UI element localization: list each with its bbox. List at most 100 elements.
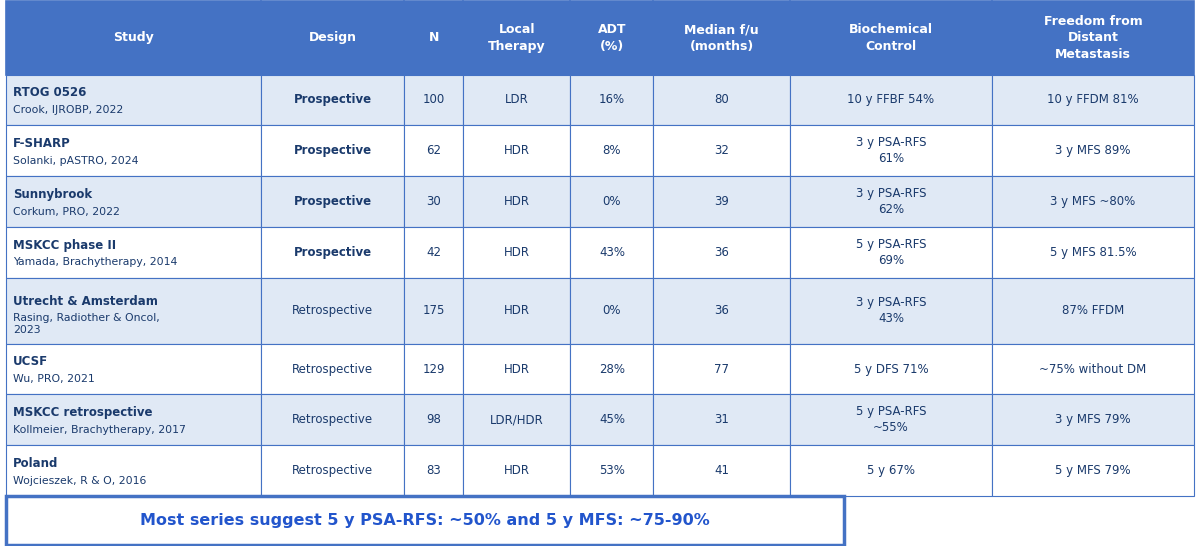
Text: HDR: HDR — [504, 464, 530, 477]
Text: HDR: HDR — [504, 246, 530, 259]
Text: 83: 83 — [426, 464, 442, 477]
Text: 36: 36 — [714, 304, 730, 317]
Bar — [463, 394, 570, 445]
Bar — [463, 125, 570, 176]
Text: Wojcieszek, R & O, 2016: Wojcieszek, R & O, 2016 — [13, 476, 146, 486]
Bar — [992, 176, 1194, 227]
Text: 36: 36 — [714, 246, 730, 259]
Text: 0%: 0% — [602, 304, 622, 317]
Bar — [404, 176, 463, 227]
Text: Wu, PRO, 2021: Wu, PRO, 2021 — [13, 374, 95, 384]
Bar — [463, 1, 570, 74]
Bar — [992, 227, 1194, 277]
Text: 62: 62 — [426, 144, 442, 157]
Text: MSKCC retrospective: MSKCC retrospective — [13, 406, 152, 419]
Bar — [404, 277, 463, 343]
Text: N: N — [428, 31, 439, 44]
Text: Sunnybrook: Sunnybrook — [13, 188, 92, 201]
Text: Median f/u
(months): Median f/u (months) — [684, 23, 760, 52]
Bar — [262, 176, 404, 227]
Text: Kollmeier, Brachytherapy, 2017: Kollmeier, Brachytherapy, 2017 — [13, 425, 186, 435]
Text: 41: 41 — [714, 464, 730, 477]
Bar — [463, 227, 570, 277]
Bar — [654, 445, 790, 496]
Bar — [992, 277, 1194, 343]
Text: 3 y MFS 89%: 3 y MFS 89% — [1055, 144, 1130, 157]
Text: Retrospective: Retrospective — [292, 304, 373, 317]
Bar — [654, 74, 790, 125]
Bar — [463, 74, 570, 125]
Text: 43%: 43% — [599, 246, 625, 259]
Bar — [6, 1, 262, 74]
Text: 10 y FFDM 81%: 10 y FFDM 81% — [1048, 93, 1139, 106]
Text: LDR/HDR: LDR/HDR — [490, 413, 544, 426]
Bar — [570, 74, 654, 125]
Bar — [262, 277, 404, 343]
Bar — [790, 125, 992, 176]
Bar — [654, 394, 790, 445]
Text: 32: 32 — [714, 144, 730, 157]
Text: Prospective: Prospective — [294, 195, 372, 208]
Bar — [790, 445, 992, 496]
Text: ~75% without DM: ~75% without DM — [1039, 363, 1147, 376]
Text: 28%: 28% — [599, 363, 625, 376]
Text: Retrospective: Retrospective — [292, 413, 373, 426]
Bar — [404, 445, 463, 496]
Bar — [262, 394, 404, 445]
Bar — [6, 227, 262, 277]
Text: 45%: 45% — [599, 413, 625, 426]
Text: Prospective: Prospective — [294, 144, 372, 157]
Text: ADT
(%): ADT (%) — [598, 23, 626, 52]
Text: F-SHARP: F-SHARP — [13, 137, 71, 150]
Text: 5 y 67%: 5 y 67% — [868, 464, 916, 477]
Text: 3 y PSA-RFS
43%: 3 y PSA-RFS 43% — [856, 296, 926, 325]
Bar — [992, 343, 1194, 394]
Bar — [404, 74, 463, 125]
Text: 0%: 0% — [602, 195, 622, 208]
Bar — [6, 445, 262, 496]
Bar — [790, 394, 992, 445]
Text: LDR: LDR — [505, 93, 529, 106]
Bar — [404, 1, 463, 74]
Text: Retrospective: Retrospective — [292, 464, 373, 477]
Bar — [463, 343, 570, 394]
Bar — [992, 445, 1194, 496]
Text: 53%: 53% — [599, 464, 625, 477]
Bar — [790, 343, 992, 394]
Bar — [570, 125, 654, 176]
Text: HDR: HDR — [504, 304, 530, 317]
Text: Prospective: Prospective — [294, 93, 372, 106]
Bar — [790, 1, 992, 74]
Text: 31: 31 — [714, 413, 730, 426]
Bar — [6, 74, 262, 125]
Text: HDR: HDR — [504, 144, 530, 157]
Text: Solanki, pASTRO, 2024: Solanki, pASTRO, 2024 — [13, 156, 139, 166]
Text: Study: Study — [113, 31, 154, 44]
Text: MSKCC phase II: MSKCC phase II — [13, 239, 116, 252]
Text: 10 y FFBF 54%: 10 y FFBF 54% — [847, 93, 935, 106]
Bar — [262, 125, 404, 176]
Text: RTOG 0526: RTOG 0526 — [13, 86, 86, 99]
Bar — [404, 394, 463, 445]
Text: HDR: HDR — [504, 195, 530, 208]
Bar — [992, 1, 1194, 74]
Text: 5 y DFS 71%: 5 y DFS 71% — [853, 363, 929, 376]
Bar — [262, 74, 404, 125]
Text: 5 y MFS 81.5%: 5 y MFS 81.5% — [1050, 246, 1136, 259]
Bar — [992, 394, 1194, 445]
Text: 98: 98 — [426, 413, 442, 426]
Bar — [790, 74, 992, 125]
Bar — [463, 176, 570, 227]
Text: 87% FFDM: 87% FFDM — [1062, 304, 1124, 317]
Text: Local
Therapy: Local Therapy — [488, 23, 546, 52]
Bar — [570, 176, 654, 227]
Text: 5 y PSA-RFS
69%: 5 y PSA-RFS 69% — [856, 238, 926, 267]
Bar — [570, 1, 654, 74]
Text: 8%: 8% — [602, 144, 622, 157]
Bar — [463, 277, 570, 343]
Bar — [654, 1, 790, 74]
Text: Yamada, Brachytherapy, 2014: Yamada, Brachytherapy, 2014 — [13, 257, 178, 268]
Bar — [992, 125, 1194, 176]
Text: 100: 100 — [422, 93, 445, 106]
Text: 5 y PSA-RFS
~55%: 5 y PSA-RFS ~55% — [856, 405, 926, 434]
